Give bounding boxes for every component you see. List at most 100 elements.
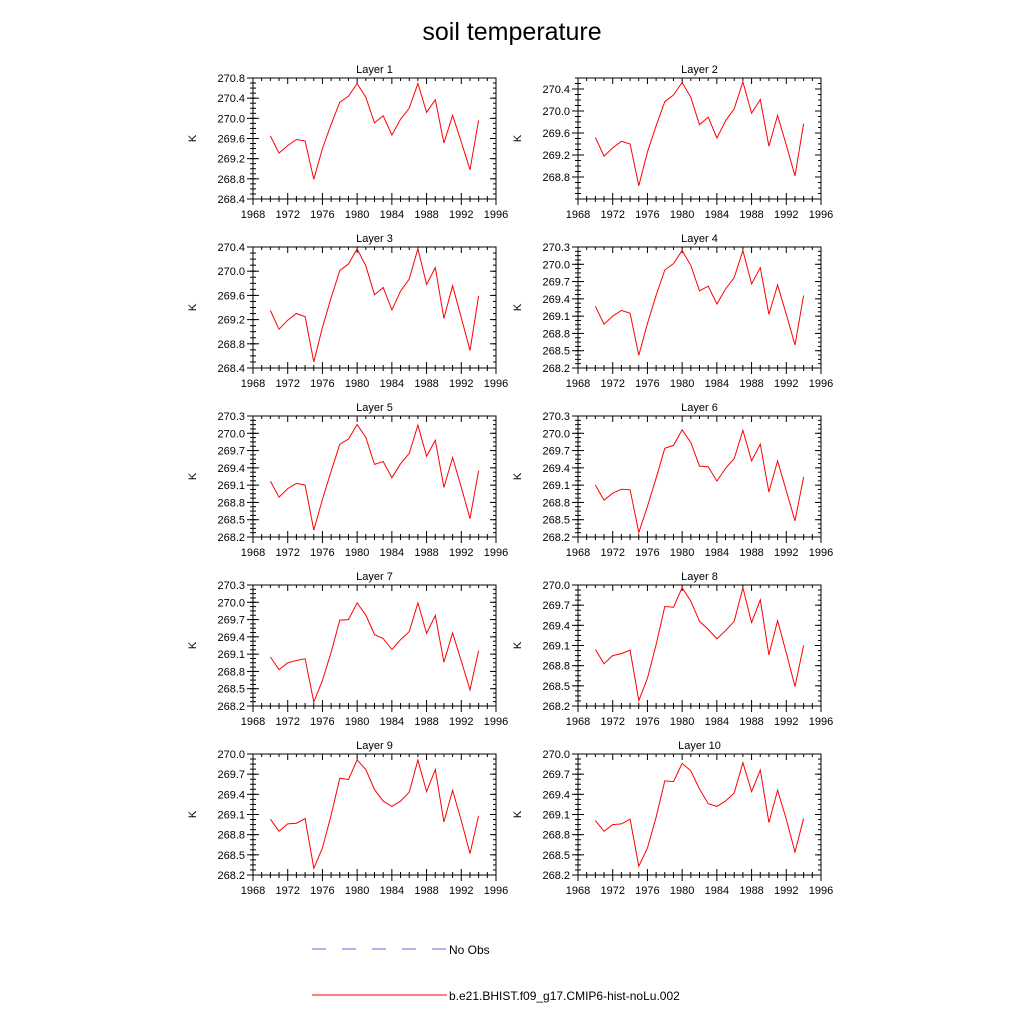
series-line-model xyxy=(594,428,805,535)
y-tick-label: 269.4 xyxy=(542,463,570,475)
x-tick-label: 1984 xyxy=(380,885,404,897)
y-tick-label: 270.4 xyxy=(217,242,245,254)
x-tick-label: 1992 xyxy=(449,547,473,559)
y-tick-label: 270.3 xyxy=(217,580,245,592)
panel-title: Layer 9 xyxy=(356,740,393,752)
y-tick-label: 269.1 xyxy=(217,649,245,661)
x-tick-label: 1992 xyxy=(449,716,473,728)
y-tick-label: 268.8 xyxy=(217,666,245,678)
plot-frame xyxy=(252,246,497,369)
x-tick-label: 1980 xyxy=(345,378,369,390)
x-tick-label: 1992 xyxy=(774,716,798,728)
y-tick-label: 269.4 xyxy=(217,789,245,801)
x-tick-label: 1996 xyxy=(484,716,508,728)
y-tick-label: 269.1 xyxy=(217,810,245,822)
x-tick-label: 1988 xyxy=(739,716,763,728)
plot-frame xyxy=(252,415,497,538)
panel-layer-10: Layer 10 K 1968 1972 1976 1980 1984 1988 1992 199… xyxy=(512,740,833,897)
x-tick-label: 1988 xyxy=(739,885,763,897)
x-tick-label: 1972 xyxy=(600,209,624,221)
x-tick-label: 1968 xyxy=(241,378,265,390)
panel-title: Layer 8 xyxy=(681,571,718,583)
x-tick-label: 1984 xyxy=(705,378,729,390)
x-tick-label: 1976 xyxy=(310,209,334,221)
x-tick-label: 1968 xyxy=(241,716,265,728)
y-tick-label: 269.4 xyxy=(542,789,570,801)
x-tick-label: 1976 xyxy=(635,885,659,897)
y-tick-label: 268.2 xyxy=(542,701,570,713)
y-tick-label: 268.8 xyxy=(217,174,245,186)
y-tick-label: 268.5 xyxy=(542,681,570,693)
x-tick-label: 1980 xyxy=(345,209,369,221)
x-tick-label: 1984 xyxy=(380,547,404,559)
x-tick-label: 1980 xyxy=(345,547,369,559)
y-tick-label: 270.4 xyxy=(542,84,570,96)
y-tick-label: 269.1 xyxy=(542,480,570,492)
x-tick-label: 1992 xyxy=(449,885,473,897)
x-tick-label: 1976 xyxy=(310,378,334,390)
y-tick-label: 270.0 xyxy=(542,428,570,440)
y-axis-label: K xyxy=(512,303,524,311)
x-tick-label: 1968 xyxy=(566,547,590,559)
x-tick-label: 1976 xyxy=(310,885,334,897)
x-tick-label: 1968 xyxy=(566,885,590,897)
series-line-model xyxy=(269,423,480,531)
x-tick-label: 1980 xyxy=(345,885,369,897)
x-tick-label: 1988 xyxy=(739,547,763,559)
x-tick-label: 1976 xyxy=(635,378,659,390)
x-tick-label: 1996 xyxy=(809,209,833,221)
y-tick-label: 270.4 xyxy=(217,93,245,105)
y-tick-label: 268.4 xyxy=(217,194,245,206)
y-axis-label: K xyxy=(187,303,199,311)
x-tick-label: 1992 xyxy=(774,378,798,390)
y-tick-label: 270.3 xyxy=(542,411,570,423)
y-tick-label: 269.4 xyxy=(542,294,570,306)
series-line-model xyxy=(594,80,805,186)
y-tick-label: 269.7 xyxy=(542,769,570,781)
panel-layer-6: Layer 6 K 1968 1972 1976 1980 1984 1988 1992 1996… xyxy=(512,402,833,559)
y-tick-label: 268.2 xyxy=(542,870,570,882)
panel-layer-5: Layer 5 K 1968 1972 1976 1980 1984 1988 1992 1996… xyxy=(187,402,508,559)
x-tick-label: 1972 xyxy=(275,209,299,221)
x-tick-label: 1984 xyxy=(705,547,729,559)
y-tick-label: 270.0 xyxy=(542,749,570,761)
y-tick-label: 270.3 xyxy=(542,242,570,254)
x-tick-label: 1988 xyxy=(414,716,438,728)
y-tick-label: 268.5 xyxy=(217,850,245,862)
x-tick-label: 1980 xyxy=(670,209,694,221)
x-tick-label: 1980 xyxy=(670,547,694,559)
x-tick-label: 1980 xyxy=(670,378,694,390)
y-tick-label: 269.6 xyxy=(217,134,245,146)
y-tick-label: 269.1 xyxy=(542,311,570,323)
y-tick-label: 268.8 xyxy=(217,339,245,351)
y-axis-label: K xyxy=(512,810,524,818)
x-tick-label: 1980 xyxy=(670,885,694,897)
y-tick-label: 268.5 xyxy=(542,346,570,358)
y-tick-label: 270.0 xyxy=(217,428,245,440)
x-tick-label: 1996 xyxy=(484,547,508,559)
x-tick-label: 1996 xyxy=(809,716,833,728)
y-tick-label: 268.2 xyxy=(217,532,245,544)
y-axis-label: K xyxy=(512,134,524,142)
x-tick-label: 1976 xyxy=(635,209,659,221)
y-tick-label: 268.5 xyxy=(542,515,570,527)
panel-layer-4: Layer 4 K 1968 1972 1976 1980 1984 1988 1992 1996… xyxy=(512,233,833,390)
x-tick-label: 1968 xyxy=(241,547,265,559)
y-tick-label: 269.2 xyxy=(217,315,245,327)
y-tick-label: 268.8 xyxy=(542,497,570,509)
panel-title: Layer 3 xyxy=(356,233,393,245)
x-tick-label: 1968 xyxy=(566,716,590,728)
x-tick-label: 1972 xyxy=(600,547,624,559)
legend: No Obs b.e21.BHIST.f09_g17.CMIP6-hist-no… xyxy=(312,943,680,1003)
y-tick-label: 269.1 xyxy=(542,641,570,653)
x-tick-label: 1988 xyxy=(739,378,763,390)
y-tick-label: 268.2 xyxy=(217,870,245,882)
series-line-model xyxy=(269,246,480,363)
y-axis-label: K xyxy=(512,472,524,480)
y-tick-label: 270.8 xyxy=(217,73,245,85)
y-tick-label: 269.6 xyxy=(217,290,245,302)
panel-title: Layer 10 xyxy=(678,740,721,752)
x-tick-label: 1972 xyxy=(600,378,624,390)
y-tick-label: 269.4 xyxy=(542,620,570,632)
